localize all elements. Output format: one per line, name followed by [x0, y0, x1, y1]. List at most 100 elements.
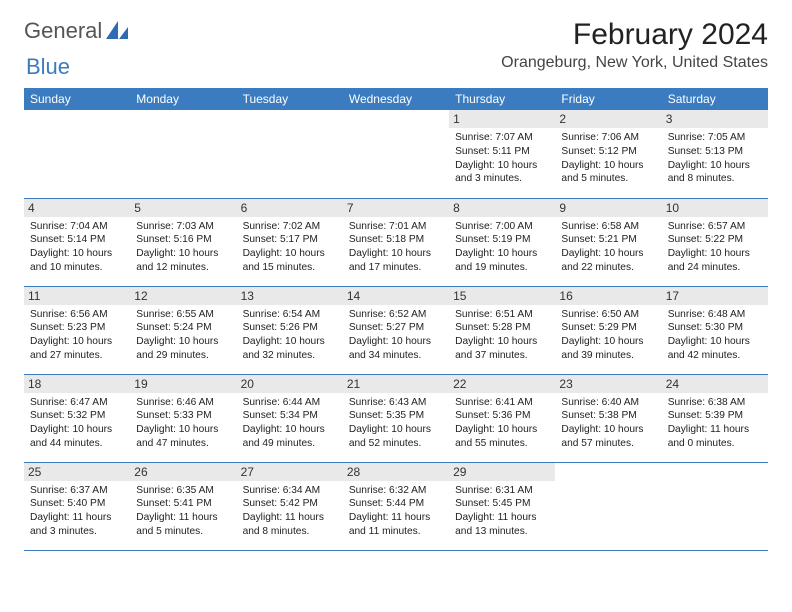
daylight-text: Daylight: 10 hours and 55 minutes. [455, 423, 549, 451]
sunrise-text: Sunrise: 7:06 AM [561, 131, 655, 145]
daylight-text: Daylight: 10 hours and 52 minutes. [349, 423, 443, 451]
sunrise-text: Sunrise: 6:35 AM [136, 484, 230, 498]
day-header: Thursday [449, 88, 555, 110]
calendar-cell: 1Sunrise: 7:07 AMSunset: 5:11 PMDaylight… [449, 110, 555, 198]
calendar-cell [130, 110, 236, 198]
sunset-text: Sunset: 5:38 PM [561, 409, 655, 423]
sunset-text: Sunset: 5:29 PM [561, 321, 655, 335]
calendar-week-row: 1Sunrise: 7:07 AMSunset: 5:11 PMDaylight… [24, 110, 768, 198]
calendar-cell: 14Sunrise: 6:52 AMSunset: 5:27 PMDayligh… [343, 286, 449, 374]
day-number: 20 [237, 375, 343, 393]
calendar-cell: 15Sunrise: 6:51 AMSunset: 5:28 PMDayligh… [449, 286, 555, 374]
day-number: 17 [662, 287, 768, 305]
calendar-cell: 2 Sunrise: 7:06 AMSunset: 5:12 PMDaylight… [555, 110, 661, 198]
sunrise-text: Sunrise: 7:05 AM [668, 131, 762, 145]
daylight-text: Daylight: 10 hours and 47 minutes. [136, 423, 230, 451]
sunrise-text: Sunrise: 6:52 AM [349, 308, 443, 322]
calendar-cell: 27Sunrise: 6:34 AMSunset: 5:42 PMDayligh… [237, 462, 343, 550]
daylight-text: Daylight: 11 hours and 13 minutes. [455, 511, 549, 539]
day-number: 2 [555, 110, 661, 128]
day-number: 9 [555, 199, 661, 217]
day-number: 1 [449, 110, 555, 128]
day-number: 27 [237, 463, 343, 481]
sunset-text: Sunset: 5:36 PM [455, 409, 549, 423]
sunrise-text: Sunrise: 6:56 AM [30, 308, 124, 322]
day-number: 4 [24, 199, 130, 217]
sunset-text: Sunset: 5:28 PM [455, 321, 549, 335]
sunset-text: Sunset: 5:14 PM [30, 233, 124, 247]
calendar-cell: 29Sunrise: 6:31 AMSunset: 5:45 PMDayligh… [449, 462, 555, 550]
sunset-text: Sunset: 5:26 PM [243, 321, 337, 335]
sunset-text: Sunset: 5:30 PM [668, 321, 762, 335]
daylight-text: Daylight: 10 hours and 42 minutes. [668, 335, 762, 363]
daylight-text: Daylight: 10 hours and 3 minutes. [455, 159, 549, 187]
sunset-text: Sunset: 5:12 PM [561, 145, 655, 159]
sunrise-text: Sunrise: 6:32 AM [349, 484, 443, 498]
calendar-cell: 11Sunrise: 6:56 AMSunset: 5:23 PMDayligh… [24, 286, 130, 374]
calendar-cell: 3Sunrise: 7:05 AMSunset: 5:13 PMDaylight… [662, 110, 768, 198]
sunset-text: Sunset: 5:18 PM [349, 233, 443, 247]
daylight-text: Daylight: 11 hours and 8 minutes. [243, 511, 337, 539]
calendar-cell: 20Sunrise: 6:44 AMSunset: 5:34 PMDayligh… [237, 374, 343, 462]
sunrise-text: Sunrise: 7:03 AM [136, 220, 230, 234]
day-number: 3 [662, 110, 768, 128]
day-number: 24 [662, 375, 768, 393]
day-header: Sunday [24, 88, 130, 110]
daylight-text: Daylight: 10 hours and 17 minutes. [349, 247, 443, 275]
sunset-text: Sunset: 5:40 PM [30, 497, 124, 511]
sunrise-text: Sunrise: 6:55 AM [136, 308, 230, 322]
calendar-cell: 7Sunrise: 7:01 AMSunset: 5:18 PMDaylight… [343, 198, 449, 286]
sunset-text: Sunset: 5:13 PM [668, 145, 762, 159]
sunset-text: Sunset: 5:45 PM [455, 497, 549, 511]
day-number: 26 [130, 463, 236, 481]
daylight-text: Daylight: 11 hours and 0 minutes. [668, 423, 762, 451]
day-header: Monday [130, 88, 236, 110]
day-header: Tuesday [237, 88, 343, 110]
calendar-cell [237, 110, 343, 198]
daylight-text: Daylight: 10 hours and 5 minutes. [561, 159, 655, 187]
sunrise-text: Sunrise: 6:58 AM [561, 220, 655, 234]
calendar-cell: 4Sunrise: 7:04 AMSunset: 5:14 PMDaylight… [24, 198, 130, 286]
sunset-text: Sunset: 5:42 PM [243, 497, 337, 511]
day-number: 22 [449, 375, 555, 393]
daylight-text: Daylight: 10 hours and 29 minutes. [136, 335, 230, 363]
daylight-text: Daylight: 10 hours and 57 minutes. [561, 423, 655, 451]
brand-name-2: Blue [26, 54, 70, 79]
brand-logo: General [24, 18, 132, 44]
daylight-text: Daylight: 10 hours and 39 minutes. [561, 335, 655, 363]
sunrise-text: Sunrise: 6:41 AM [455, 396, 549, 410]
sunset-text: Sunset: 5:16 PM [136, 233, 230, 247]
daylight-text: Daylight: 10 hours and 22 minutes. [561, 247, 655, 275]
day-number: 21 [343, 375, 449, 393]
sunset-text: Sunset: 5:19 PM [455, 233, 549, 247]
calendar-cell: 23Sunrise: 6:40 AMSunset: 5:38 PMDayligh… [555, 374, 661, 462]
sunrise-text: Sunrise: 7:00 AM [455, 220, 549, 234]
sunset-text: Sunset: 5:21 PM [561, 233, 655, 247]
day-number: 19 [130, 375, 236, 393]
sunrise-text: Sunrise: 6:43 AM [349, 396, 443, 410]
daylight-text: Daylight: 10 hours and 19 minutes. [455, 247, 549, 275]
calendar-cell: 18Sunrise: 6:47 AMSunset: 5:32 PMDayligh… [24, 374, 130, 462]
day-number: 10 [662, 199, 768, 217]
calendar-cell [343, 110, 449, 198]
daylight-text: Daylight: 10 hours and 44 minutes. [30, 423, 124, 451]
sunrise-text: Sunrise: 7:07 AM [455, 131, 549, 145]
location-text: Orangeburg, New York, United States [501, 54, 768, 72]
sunrise-text: Sunrise: 6:31 AM [455, 484, 549, 498]
sunset-text: Sunset: 5:22 PM [668, 233, 762, 247]
sunrise-text: Sunrise: 7:02 AM [243, 220, 337, 234]
calendar-cell: 19Sunrise: 6:46 AMSunset: 5:33 PMDayligh… [130, 374, 236, 462]
daylight-text: Daylight: 10 hours and 12 minutes. [136, 247, 230, 275]
sunset-text: Sunset: 5:34 PM [243, 409, 337, 423]
calendar-cell: 28Sunrise: 6:32 AMSunset: 5:44 PMDayligh… [343, 462, 449, 550]
daylight-text: Daylight: 10 hours and 24 minutes. [668, 247, 762, 275]
title-block: February 2024 Orangeburg, New York, Unit… [501, 18, 768, 72]
sunrise-text: Sunrise: 6:46 AM [136, 396, 230, 410]
daylight-text: Daylight: 10 hours and 32 minutes. [243, 335, 337, 363]
sunrise-text: Sunrise: 6:48 AM [668, 308, 762, 322]
sunset-text: Sunset: 5:23 PM [30, 321, 124, 335]
daylight-text: Daylight: 11 hours and 5 minutes. [136, 511, 230, 539]
day-number: 25 [24, 463, 130, 481]
daylight-text: Daylight: 10 hours and 27 minutes. [30, 335, 124, 363]
calendar-cell [555, 462, 661, 550]
